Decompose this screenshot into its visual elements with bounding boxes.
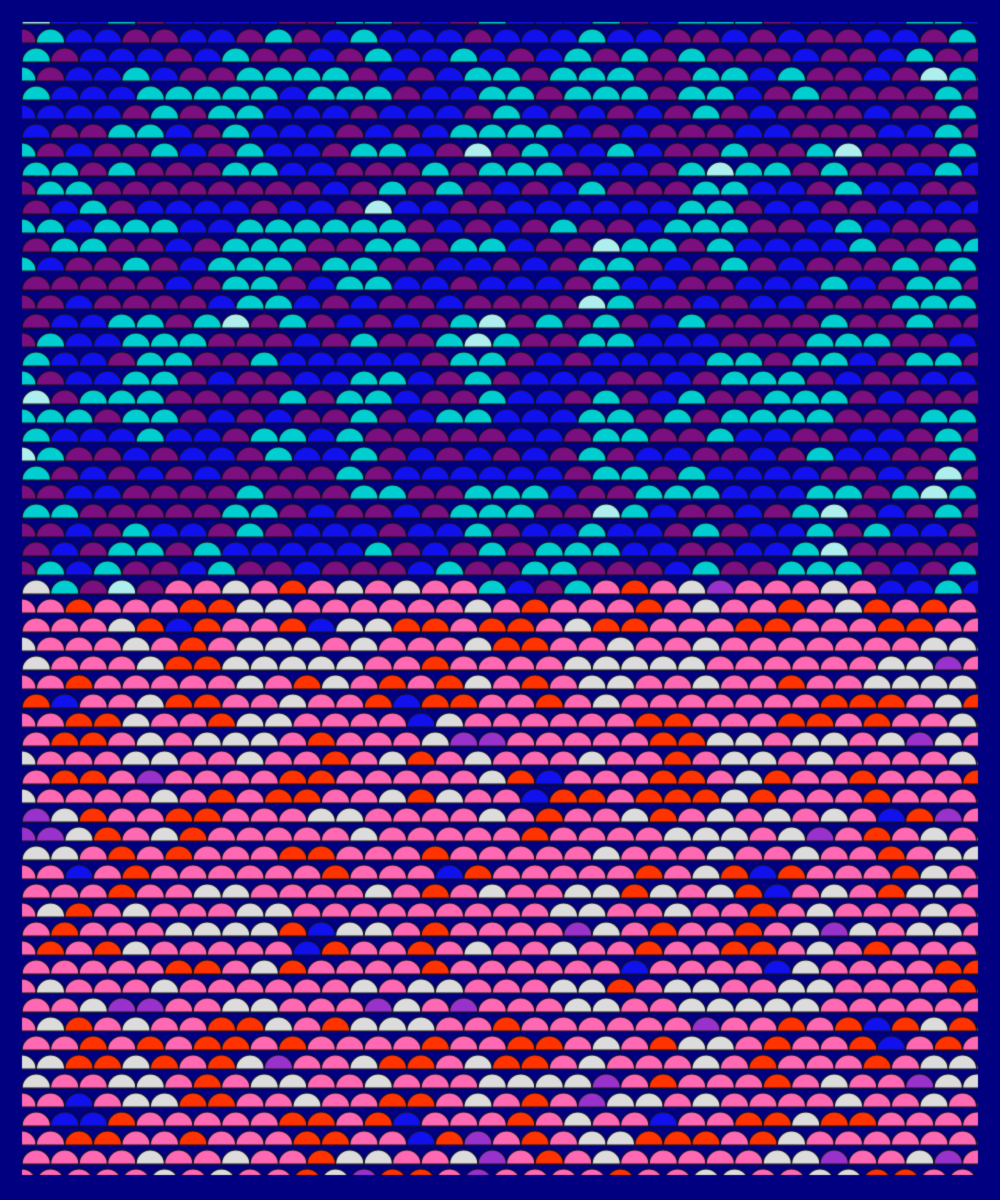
scale-pattern-canvas [0, 0, 1000, 1200]
pattern-artboard: Seigaiha Scale Tiling [0, 0, 1000, 1200]
